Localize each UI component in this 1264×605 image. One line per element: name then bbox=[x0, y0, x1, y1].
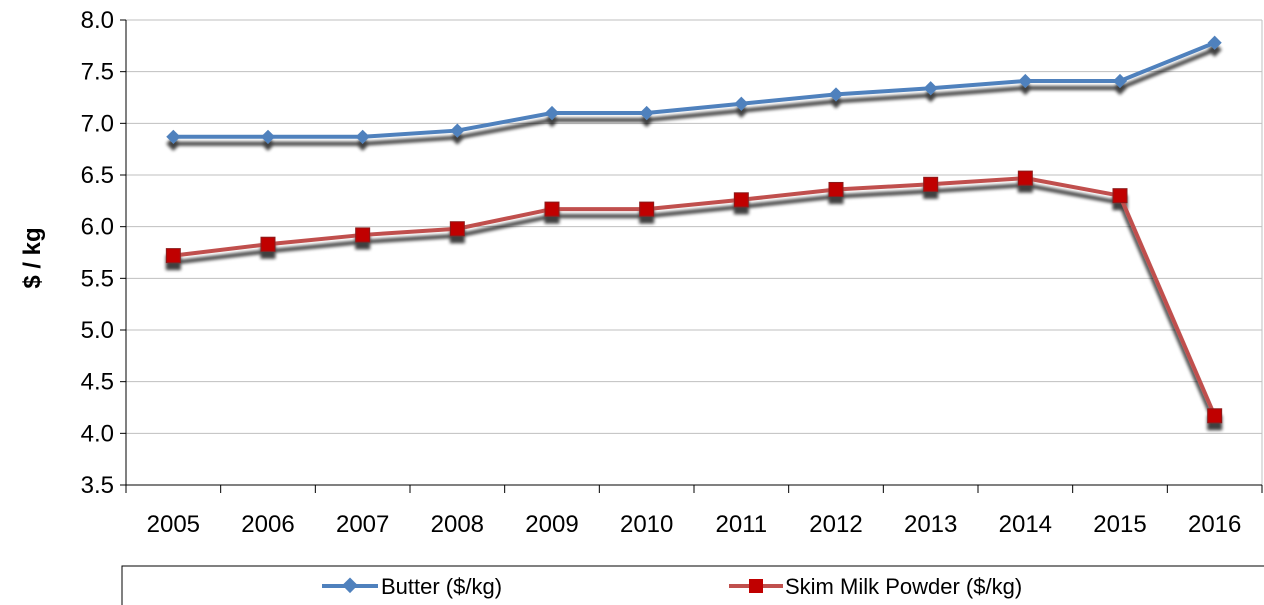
y-tick-label: 8.0 bbox=[81, 7, 114, 34]
data-point-skim-milk-powder bbox=[1112, 188, 1128, 204]
x-tick-label: 2011 bbox=[716, 511, 768, 538]
x-tick-label: 2016 bbox=[1188, 511, 1241, 538]
y-tick-label: 5.5 bbox=[81, 265, 114, 292]
legend-label-butter: Butter ($/kg) bbox=[381, 574, 502, 599]
x-tick-label: 2008 bbox=[431, 511, 484, 538]
y-tick-label: 3.5 bbox=[81, 472, 114, 499]
series-layer bbox=[165, 35, 1223, 424]
legend-label-skim-milk-powder: Skim Milk Powder ($/kg) bbox=[785, 574, 1022, 599]
data-point-skim-milk-powder bbox=[544, 201, 560, 217]
x-tick-label: 2007 bbox=[336, 511, 389, 538]
data-point-skim-milk-powder bbox=[923, 176, 939, 192]
x-tick-label: 2010 bbox=[620, 511, 673, 538]
data-point-skim-milk-powder bbox=[733, 192, 749, 208]
legend-item-butter: Butter ($/kg) bbox=[322, 574, 502, 599]
legend-item-skim-milk-powder: Skim Milk Powder ($/kg) bbox=[729, 574, 1022, 599]
y-tick-label: 6.0 bbox=[81, 214, 114, 241]
legend: Butter ($/kg) Skim Milk Powder ($/kg) bbox=[121, 565, 1264, 605]
data-point-skim-milk-powder bbox=[260, 236, 276, 252]
data-point-skim-milk-powder bbox=[165, 248, 181, 264]
gridlines bbox=[126, 19, 1262, 486]
x-tick-label: 2005 bbox=[147, 511, 200, 538]
data-point-butter bbox=[734, 96, 749, 111]
series-line-skim-milk-powder bbox=[173, 176, 1217, 417]
y-tick-label: 4.0 bbox=[81, 420, 114, 447]
y-tick-label: 7.0 bbox=[81, 110, 114, 137]
data-point-skim-milk-powder bbox=[828, 181, 844, 197]
data-point-butter bbox=[544, 105, 560, 121]
x-tick-label: 2014 bbox=[999, 511, 1052, 538]
series-line-butter bbox=[173, 40, 1216, 139]
y-tick-label: 7.5 bbox=[81, 59, 114, 86]
x-tick-label: 2009 bbox=[525, 511, 578, 538]
y-tick-label: 4.5 bbox=[81, 369, 114, 396]
data-point-butter bbox=[1018, 73, 1033, 89]
y-axis: 3.5 4.0 4.5 5.0 5.5 6.0 6.5 7.0 7.5 8.0 bbox=[81, 7, 126, 499]
data-point-butter bbox=[923, 81, 938, 96]
x-tick-label: 2006 bbox=[241, 511, 294, 538]
legend-box bbox=[121, 565, 1264, 605]
y-tick-label: 6.5 bbox=[81, 162, 114, 189]
data-point-skim-milk-powder bbox=[355, 227, 371, 243]
data-point-skim-milk-powder bbox=[449, 221, 465, 237]
plot-area bbox=[125, 20, 1263, 486]
series-skim-milk-powder bbox=[165, 170, 1223, 424]
series-butter bbox=[166, 35, 1222, 144]
x-tick-label: 2013 bbox=[904, 511, 957, 538]
data-point-butter bbox=[639, 105, 654, 121]
y-tick-label: 5.0 bbox=[81, 317, 114, 344]
data-point-butter bbox=[450, 123, 465, 138]
data-point-butter bbox=[828, 87, 844, 102]
data-point-butter bbox=[1207, 35, 1222, 50]
data-point-butter bbox=[260, 129, 276, 144]
data-point-butter bbox=[1112, 73, 1128, 89]
x-axis: 2005 2006 2007 2008 2009 2010 2011 2012 2013 2014… bbox=[125, 485, 1263, 538]
data-point-butter bbox=[166, 129, 181, 144]
data-point-skim-milk-powder bbox=[1017, 170, 1033, 186]
legend-smp-marker bbox=[749, 579, 763, 593]
x-tick-label: 2015 bbox=[1093, 511, 1146, 538]
data-point-skim-milk-powder bbox=[1207, 408, 1223, 424]
y-axis-title: $ / kg bbox=[19, 227, 46, 288]
x-tick-label: 2012 bbox=[809, 511, 862, 538]
data-point-butter bbox=[355, 129, 370, 144]
data-point-skim-milk-powder bbox=[639, 201, 655, 217]
